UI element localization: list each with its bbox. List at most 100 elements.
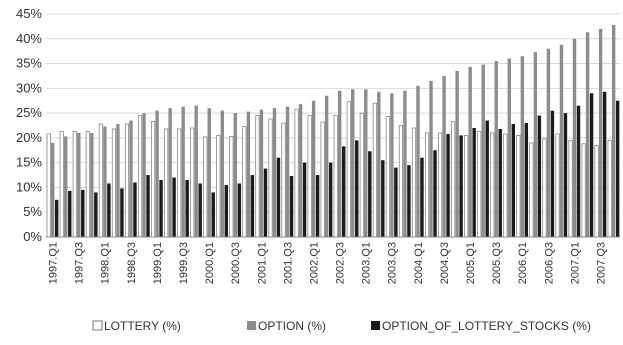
bar <box>64 136 68 237</box>
bar <box>381 160 385 237</box>
bar <box>55 199 59 237</box>
y-tick-label: 0% <box>23 229 42 244</box>
y-tick-label: 10% <box>16 179 42 194</box>
bar <box>611 24 616 237</box>
bar <box>503 133 508 238</box>
bar <box>324 95 329 238</box>
x-tick-label: 2003.Q3 <box>387 242 399 284</box>
bar <box>372 102 377 238</box>
bar <box>494 61 498 238</box>
x-tick-label: 2006.Q3 <box>543 242 555 284</box>
bar <box>285 106 290 238</box>
bar <box>446 133 450 237</box>
bar <box>568 140 573 238</box>
bar <box>485 120 489 237</box>
bar <box>598 28 603 237</box>
bar <box>151 121 156 238</box>
bar <box>124 123 130 238</box>
x-tick-label: 1998.Q1 <box>100 242 112 284</box>
bar <box>85 131 90 238</box>
bar <box>164 128 169 238</box>
y-tick-label: 15% <box>16 155 42 170</box>
bar <box>581 143 586 238</box>
bar <box>229 136 234 238</box>
bar <box>98 123 103 238</box>
bar <box>211 192 215 237</box>
x-tick-label: 2001.Q1 <box>256 242 268 284</box>
x-tick-label: 1997.Q1 <box>48 242 60 284</box>
bar <box>464 135 469 238</box>
bar <box>177 128 182 238</box>
x-tick-label: 2000.Q3 <box>230 242 242 284</box>
bar <box>237 183 242 237</box>
bar <box>468 67 472 237</box>
y-tick-label: 40% <box>16 31 42 46</box>
bar <box>216 135 221 238</box>
bar <box>520 56 525 237</box>
bar <box>81 189 85 237</box>
bar <box>594 144 599 238</box>
bar <box>451 121 456 238</box>
bar <box>72 131 77 238</box>
x-tick-label: 1999.Q1 <box>152 242 164 284</box>
bar <box>533 52 538 237</box>
legend-swatch <box>92 320 103 331</box>
bar <box>529 142 534 238</box>
bar <box>250 175 255 237</box>
bar <box>272 108 277 238</box>
bar <box>472 127 476 237</box>
x-tick-label: 2000.Q1 <box>204 242 216 284</box>
bar <box>103 126 107 237</box>
bar <box>602 91 607 238</box>
bar <box>550 110 555 237</box>
y-tick-label: 5% <box>23 204 42 219</box>
series-3 <box>55 91 620 238</box>
bar <box>377 91 381 238</box>
bar <box>46 133 51 238</box>
bar <box>481 64 485 238</box>
x-tick-label: 2005.Q1 <box>465 242 477 284</box>
bar <box>328 162 333 237</box>
x-tick-label: 2003.Q1 <box>361 242 373 284</box>
bar <box>559 44 564 238</box>
x-tick-label: 2002.Q3 <box>335 242 347 284</box>
bar <box>68 190 72 237</box>
bar <box>94 192 98 237</box>
bar <box>385 116 390 238</box>
bar <box>203 136 208 238</box>
bar <box>185 180 189 237</box>
bar <box>224 184 228 237</box>
bar <box>142 113 146 237</box>
bar <box>298 104 303 238</box>
x-tick-label: 2007.Q1 <box>569 242 581 284</box>
bar <box>116 124 120 237</box>
bar <box>537 115 542 237</box>
bar <box>315 175 320 237</box>
bar <box>555 133 560 238</box>
bar <box>311 100 316 237</box>
bar <box>129 120 133 237</box>
bar <box>107 183 111 237</box>
bar <box>59 131 64 238</box>
bar <box>433 150 437 237</box>
bar <box>407 165 411 237</box>
bar <box>268 118 273 238</box>
bar <box>438 132 443 238</box>
y-tick-label: 20% <box>16 130 42 145</box>
x-tick-label: 1998.Q3 <box>126 242 138 284</box>
x-axis-ticks: 1997.Q1 1997.Q3 1998.Q1 1998.Q3 1999.Q1 1999.… <box>48 242 608 284</box>
bar <box>289 176 294 237</box>
bar <box>133 182 137 237</box>
bar <box>403 90 407 237</box>
bar <box>394 167 398 237</box>
bar <box>172 177 176 237</box>
bar <box>168 108 172 238</box>
bar <box>576 105 581 237</box>
bar <box>364 89 368 237</box>
x-tick-label: 2006.Q1 <box>517 242 529 284</box>
bar <box>455 70 459 237</box>
bar <box>442 75 446 237</box>
bar <box>111 128 116 238</box>
y-tick-label: 30% <box>16 80 42 95</box>
bar <box>524 123 529 237</box>
